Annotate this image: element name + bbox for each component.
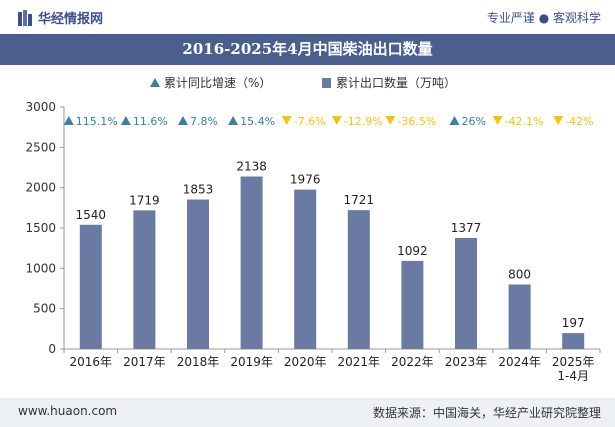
growth-up-marker [63, 116, 74, 125]
growth-up-marker [120, 116, 131, 125]
brand: 华经情报网 [18, 8, 103, 27]
bar-value-label: 1377 [451, 221, 482, 235]
bar-value-label: 2138 [236, 160, 267, 174]
growth-value-label: -12.9% [344, 115, 383, 128]
x-tick-label: 2017年 [123, 355, 166, 369]
bar-value-label: 197 [562, 316, 585, 330]
top-bar: 华经情报网 专业严谨 ● 客观科学 [0, 0, 615, 34]
bar-value-label: 1719 [129, 193, 160, 207]
legend-bar-marker [322, 78, 331, 88]
footer-source: 数据来源：中国海关，华经产业研究院整理 [372, 406, 601, 420]
bar-value-label: 1092 [397, 244, 428, 258]
y-tick-label: 0 [48, 342, 56, 356]
brand-logo-icon [18, 9, 32, 26]
growth-value-label: 115.1% [76, 115, 118, 128]
y-tick-label: 3000 [25, 100, 56, 114]
bar [455, 237, 477, 349]
legend-growth-marker [150, 78, 160, 87]
growth-value-label: 26% [462, 115, 486, 128]
x-tick-label: 2025年 1-4月 [552, 355, 595, 383]
y-tick-label: 2000 [25, 181, 56, 195]
growth-value-label: 11.6% [133, 115, 168, 128]
bar [240, 176, 263, 349]
growth-value-label: -42% [565, 115, 593, 128]
bar-value-label: 1976 [290, 173, 321, 187]
x-tick-label: 2016年 [70, 355, 113, 369]
y-tick-label: 1500 [25, 221, 56, 235]
x-tick-label: 2022年 [391, 355, 434, 369]
growth-value-label: -42.1% [505, 115, 544, 128]
growth-value-label: 7.8% [190, 115, 218, 128]
x-tick-label: 2020年 [284, 355, 327, 369]
bar [79, 224, 102, 349]
growth-value-label: 15.4% [240, 115, 275, 128]
y-tick-label: 500 [33, 302, 56, 316]
bar [562, 333, 585, 349]
growth-down-marker [281, 116, 292, 125]
bar-chart: 累计同比增速（%） 累计出口数量（万吨） 0 500 1000 1500 2000 2500… [25, 75, 601, 383]
growth-value-label: -7.6% [294, 115, 326, 128]
footer-url: www.huaon.com [18, 404, 118, 418]
x-axis-labels: 2016年 2017年 2018年 2019年 2020年 2021年 2022年 2023年… [70, 355, 595, 383]
growth-down-marker [331, 116, 342, 125]
bar [187, 199, 209, 349]
brand-name: 华经情报网 [38, 12, 104, 27]
bar-value-label: 1540 [76, 208, 107, 222]
bar [294, 189, 317, 349]
bar-value-label: 1853 [183, 183, 214, 197]
bar-value-label: 800 [508, 267, 531, 281]
y-tick-label: 2500 [25, 140, 56, 154]
x-tick-label: 2023年 [445, 355, 488, 369]
legend-bar-label: 累计出口数量（万吨） [336, 75, 456, 90]
chart-axes: 0 500 1000 1500 2000 2500 3000 [25, 100, 601, 356]
growth-down-marker [492, 116, 503, 125]
chart-legend: 累计同比增速（%） 累计出口数量（万吨） [150, 75, 456, 90]
x-tick-label: 2018年 [177, 355, 220, 369]
bar [508, 284, 531, 349]
growth-down-marker [553, 116, 564, 125]
growth-up-marker [228, 116, 239, 125]
x-tick-label: 2019年 [230, 355, 273, 369]
bar-value-labels: 1540 1719 1853 2138 1976 1721 1092 1377 800 197 [76, 160, 585, 331]
growth-rate-row: 115.1% 11.6% 7.8% 15.4% -7.6% -12.9% -36.5% 26%… [63, 115, 594, 128]
slogan: 专业严谨 ● 客观科学 [486, 11, 601, 25]
growth-up-marker [449, 116, 460, 125]
x-tick-label: 2021年 [338, 355, 381, 369]
growth-down-marker [385, 116, 396, 125]
growth-value-label: -36.5% [397, 115, 436, 128]
bar [133, 210, 156, 349]
legend-growth-label: 累计同比增速（%） [164, 76, 271, 90]
footer: www.huaon.com 数据来源：中国海关，华经产业研究院整理 [0, 398, 615, 427]
bar-value-label: 1721 [344, 193, 375, 207]
y-tick-label: 1000 [25, 261, 56, 275]
bar [347, 210, 370, 349]
growth-up-marker [178, 116, 188, 125]
x-tick-label: 2024年 [498, 355, 541, 369]
bar [401, 260, 424, 349]
chart-title: 2016-2025年4月中国柴油出口数量 [0, 34, 615, 65]
bar-series [79, 176, 585, 349]
